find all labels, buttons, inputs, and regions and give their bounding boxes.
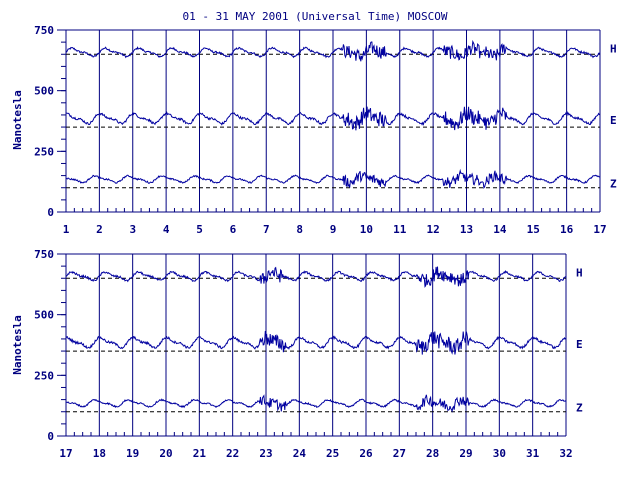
x-tick-label: 26 bbox=[359, 447, 373, 460]
x-tick-label: 4 bbox=[163, 223, 170, 236]
component-label-Z: Z bbox=[576, 402, 583, 415]
x-tick-label: 7 bbox=[263, 223, 270, 236]
x-tick-label: 19 bbox=[126, 447, 139, 460]
trace-E bbox=[65, 330, 567, 355]
x-tick-label: 22 bbox=[226, 447, 239, 460]
trace-H bbox=[65, 266, 567, 288]
x-tick-label: 10 bbox=[360, 223, 373, 236]
x-tick-label: 29 bbox=[459, 447, 472, 460]
x-tick-label: 9 bbox=[330, 223, 337, 236]
component-label-Z: Z bbox=[610, 178, 617, 191]
x-tick-label: 6 bbox=[230, 223, 237, 236]
x-tick-label: 16 bbox=[560, 223, 574, 236]
x-tick-label: 28 bbox=[426, 447, 439, 460]
x-tick-label: 17 bbox=[593, 223, 606, 236]
chart-title: 01 - 31 MAY 2001 (Universal Time) MOSCOW bbox=[183, 10, 448, 23]
x-tick-label: 15 bbox=[527, 223, 540, 236]
x-tick-label: 18 bbox=[93, 447, 106, 460]
trace-Z bbox=[65, 168, 601, 190]
y-axis-label-bottom: Nanotesla bbox=[11, 315, 24, 375]
component-label-E: E bbox=[576, 338, 583, 351]
trace-Z bbox=[66, 394, 567, 413]
x-tick-label: 17 bbox=[59, 447, 72, 460]
x-tick-label: 11 bbox=[393, 223, 407, 236]
x-tick-label: 31 bbox=[526, 447, 540, 460]
y-tick-label: 0 bbox=[47, 430, 54, 443]
component-label-H: H bbox=[576, 266, 583, 279]
y-tick-label: 750 bbox=[34, 24, 54, 37]
chart-panel-bottom: 0 250 500 750 17 18 19 20 21 22 23 24 25 26 27 28 29 30 31… bbox=[34, 248, 583, 460]
x-tick-label: 21 bbox=[193, 447, 207, 460]
y-tick-label: 500 bbox=[34, 85, 54, 98]
x-tick-label: 14 bbox=[493, 223, 507, 236]
x-tick-label: 8 bbox=[296, 223, 303, 236]
y-tick-label: 250 bbox=[34, 145, 54, 158]
x-tick-label: 32 bbox=[559, 447, 572, 460]
component-label-E: E bbox=[610, 114, 617, 127]
x-tick-label: 23 bbox=[259, 447, 272, 460]
trace-H bbox=[65, 39, 601, 62]
x-tick-label: 20 bbox=[159, 447, 172, 460]
x-tick-label: 13 bbox=[460, 223, 473, 236]
y-tick-label: 750 bbox=[34, 248, 54, 261]
x-tick-label: 5 bbox=[196, 223, 203, 236]
x-tick-label: 24 bbox=[293, 447, 307, 460]
x-tick-label: 3 bbox=[129, 223, 136, 236]
y-axis-label-top: Nanotesla bbox=[11, 90, 24, 150]
y-tick-label: 500 bbox=[34, 309, 54, 322]
y-tick-label: 0 bbox=[47, 206, 54, 219]
component-label-H: H bbox=[610, 42, 617, 55]
trace-E bbox=[65, 106, 601, 131]
y-tick-label: 250 bbox=[34, 369, 54, 382]
x-tick-label: 1 bbox=[63, 223, 70, 236]
x-tick-label: 30 bbox=[493, 447, 506, 460]
x-tick-label: 27 bbox=[393, 447, 406, 460]
x-tick-label: 25 bbox=[326, 447, 339, 460]
x-tick-label: 12 bbox=[427, 223, 440, 236]
x-tick-label: 2 bbox=[96, 223, 103, 236]
